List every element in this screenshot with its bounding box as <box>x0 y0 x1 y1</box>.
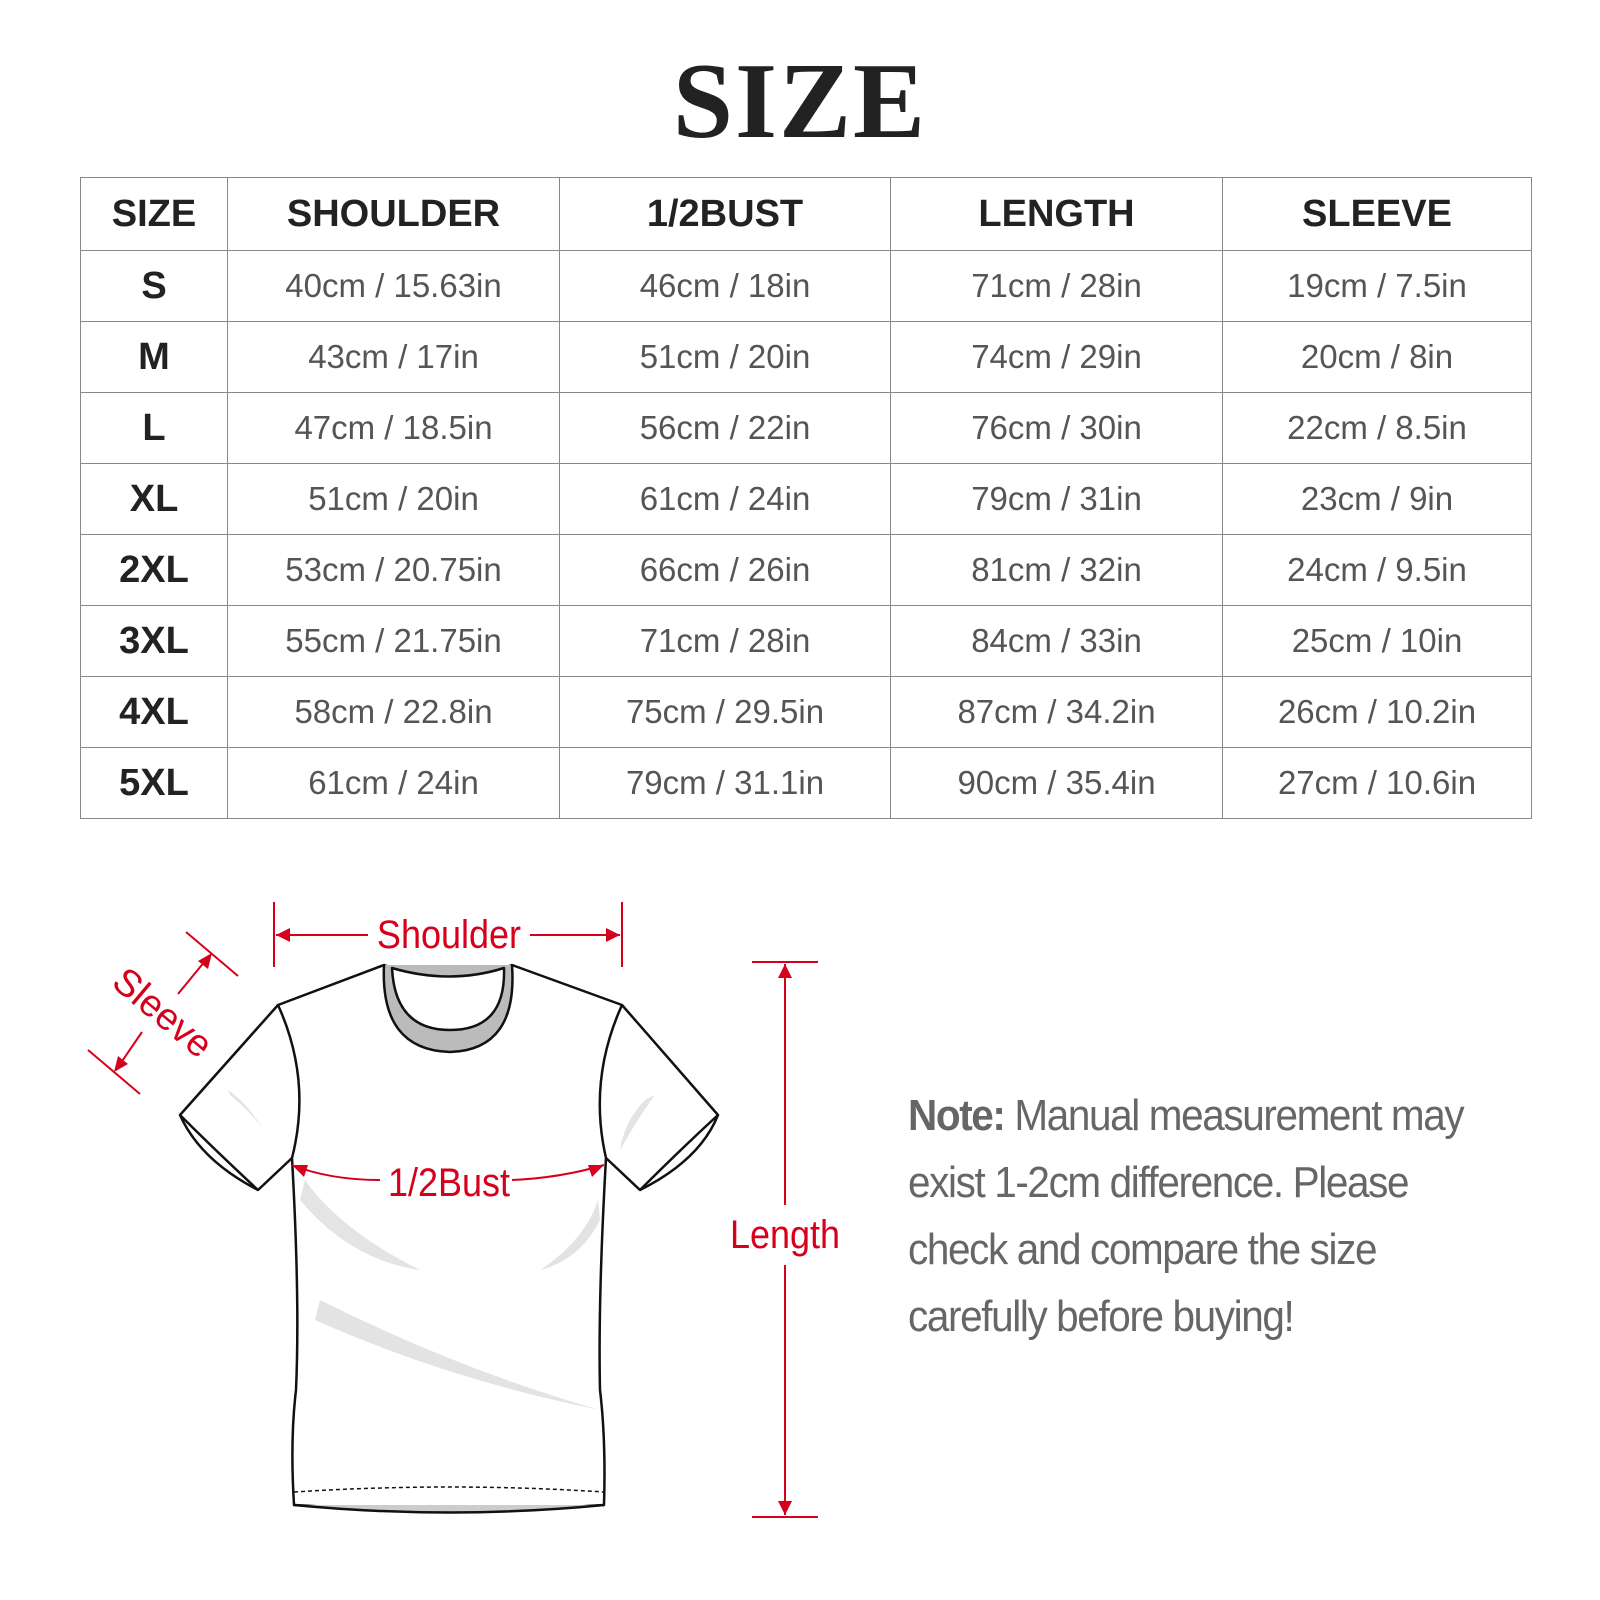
table-row: 5XL 61cm / 24in 79cm / 31.1in 90cm / 35.4in… <box>80 747 1532 819</box>
measurement-cell: 74cm / 29in <box>890 321 1223 393</box>
size-cell: 3XL <box>80 605 228 677</box>
table-row: XL 51cm / 20in 61cm / 24in 79cm / 31in 23cm … <box>80 463 1532 535</box>
table-row: 3XL 55cm / 21.75in 71cm / 28in 84cm / 33in 2… <box>80 605 1532 677</box>
note-text: Manual measurement may exist 1-2cm diffe… <box>908 1091 1465 1341</box>
measurement-cell: 51cm / 20in <box>227 463 560 535</box>
table-row: S 40cm / 15.63in 46cm / 18in 71cm / 28in 19c… <box>80 250 1532 322</box>
measurement-cell: 90cm / 35.4in <box>890 747 1223 819</box>
measurement-note: Note: Manual measurement may exist 1-2cm… <box>908 1082 1478 1350</box>
measurement-cell: 19cm / 7.5in <box>1222 250 1532 322</box>
tshirt-icon <box>178 963 720 1514</box>
measurement-cell: 23cm / 9in <box>1222 463 1532 535</box>
measurement-cell: 61cm / 24in <box>559 463 891 535</box>
measurement-cell: 81cm / 32in <box>890 534 1223 606</box>
measurement-cell: 47cm / 18.5in <box>227 392 560 464</box>
measurement-cell: 61cm / 24in <box>227 747 560 819</box>
measurement-cell: 76cm / 30in <box>890 392 1223 464</box>
measurement-cell: 71cm / 28in <box>559 605 891 677</box>
measurement-cell: 22cm / 8.5in <box>1222 392 1532 464</box>
column-header-shoulder: SHOULDER <box>227 177 560 251</box>
sleeve-label: Sleeve <box>104 960 220 1067</box>
table-row: M 43cm / 17in 51cm / 20in 74cm / 29in 20cm /… <box>80 321 1532 393</box>
measurement-cell: 46cm / 18in <box>559 250 891 322</box>
measurement-cell: 79cm / 31.1in <box>559 747 891 819</box>
column-header-length: LENGTH <box>890 177 1223 251</box>
measurement-cell: 51cm / 20in <box>559 321 891 393</box>
measurement-cell: 66cm / 26in <box>559 534 891 606</box>
bust-label: 1/2Bust <box>388 1161 510 1205</box>
measurement-cell: 87cm / 34.2in <box>890 676 1223 748</box>
size-cell: 5XL <box>80 747 228 819</box>
size-cell: 2XL <box>80 534 228 606</box>
measurement-cell: 20cm / 8in <box>1222 321 1532 393</box>
measurement-cell: 25cm / 10in <box>1222 605 1532 677</box>
table-row: 4XL 58cm / 22.8in 75cm / 29.5in 87cm / 34.2… <box>80 676 1532 748</box>
page-title: SIZE <box>672 42 928 161</box>
size-cell: S <box>80 250 228 322</box>
table-row: L 47cm / 18.5in 56cm / 22in 76cm / 30in 22cm… <box>80 392 1532 464</box>
measurement-cell: 43cm / 17in <box>227 321 560 393</box>
measurement-cell: 55cm / 21.75in <box>227 605 560 677</box>
measurement-cell: 27cm / 10.6in <box>1222 747 1532 819</box>
table-row: 2XL 53cm / 20.75in 66cm / 26in 81cm / 32in 2… <box>80 534 1532 606</box>
measurement-cell: 75cm / 29.5in <box>559 676 891 748</box>
column-header-1-2bust: 1/2BUST <box>559 177 891 251</box>
measurement-cell: 24cm / 9.5in <box>1222 534 1532 606</box>
note-label: Note: <box>908 1091 1006 1140</box>
column-header-size: SIZE <box>80 177 228 251</box>
measurement-cell: 26cm / 10.2in <box>1222 676 1532 748</box>
length-label: Length <box>730 1213 840 1257</box>
column-header-sleeve: SLEEVE <box>1222 177 1532 251</box>
table-header-row: SIZE SHOULDER 1/2BUST LENGTH SLEEVE <box>80 177 1532 251</box>
measurement-cell: 84cm / 33in <box>890 605 1223 677</box>
size-cell: XL <box>80 463 228 535</box>
measurement-cell: 79cm / 31in <box>890 463 1223 535</box>
measurement-cell: 71cm / 28in <box>890 250 1223 322</box>
measurement-cell: 58cm / 22.8in <box>227 676 560 748</box>
size-chart-table: SIZE SHOULDER 1/2BUST LENGTH SLEEVE S 40cm / … <box>80 177 1532 819</box>
measurement-cell: 53cm / 20.75in <box>227 534 560 606</box>
measurement-cell: 40cm / 15.63in <box>227 250 560 322</box>
size-cell: 4XL <box>80 676 228 748</box>
tshirt-measurement-diagram: Shoulder 1/2Bust Length Sleeve <box>87 902 840 1518</box>
shoulder-label: Shoulder <box>377 913 521 957</box>
size-cell: L <box>80 392 228 464</box>
measurement-cell: 56cm / 22in <box>559 392 891 464</box>
size-cell: M <box>80 321 228 393</box>
